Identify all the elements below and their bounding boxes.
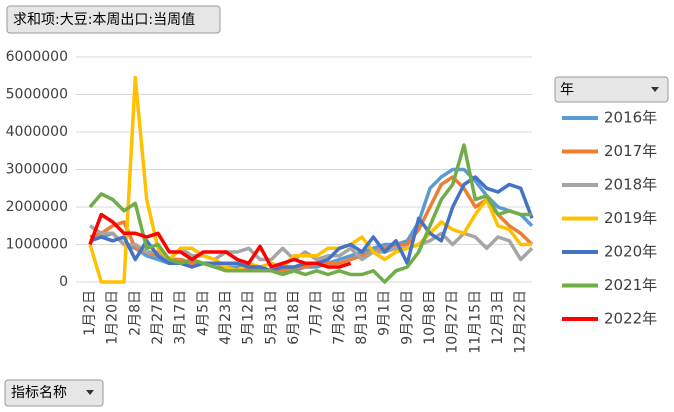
y-tick-label: 3000000	[6, 162, 68, 178]
x-tick-label: 10月27日	[445, 290, 461, 354]
y-tick-label: 0	[59, 274, 68, 290]
dropdown-arrow	[651, 87, 659, 92]
filter-button[interactable]	[6, 5, 221, 34]
filter-button-label: 求和项:大豆:本周出口:当周值	[13, 12, 195, 28]
x-tick-label: 4月5日	[195, 290, 211, 336]
axis-field-button[interactable]	[4, 379, 104, 407]
x-tick-label: 12月22日	[513, 290, 529, 354]
x-tick-label: 10月8日	[422, 290, 438, 345]
x-tick-label: 2月27日	[150, 290, 166, 345]
x-tick-label: 3月17日	[173, 290, 189, 345]
series-line	[88, 143, 532, 284]
y-tick-label: 2000000	[6, 199, 68, 215]
legend-label: 2017年	[604, 142, 657, 160]
x-tick-label: 12月3日	[490, 290, 506, 345]
x-tick-label: 1月20日	[105, 290, 121, 345]
x-tick-label: 1月2日	[82, 290, 98, 336]
y-tick-label: 1000000	[6, 237, 68, 253]
x-tick-label: 11月15日	[467, 290, 483, 354]
x-tick-label: 4月23日	[218, 290, 234, 345]
x-tick-label: 6月18日	[286, 290, 302, 345]
y-tick-label: 6000000	[6, 49, 68, 65]
x-tick-label: 5月12日	[241, 290, 257, 345]
x-tick-label: 8月13日	[354, 290, 370, 345]
legend-label: 2016年	[604, 109, 657, 127]
x-tick-label: 7月26日	[331, 290, 347, 345]
x-tick-label: 9月1日	[377, 290, 393, 336]
axis-button-label: 指标名称	[11, 385, 67, 401]
x-tick-label: 5月31日	[263, 290, 279, 345]
series-line	[88, 212, 352, 269]
x-tick-label: 2月8日	[127, 290, 143, 336]
legend-title: 年	[560, 82, 574, 98]
x-tick-label: 7月7日	[309, 290, 325, 336]
legend-label: 2018年	[604, 176, 657, 194]
dropdown-arrow	[86, 390, 94, 395]
legend-label: 2022年	[604, 310, 657, 328]
legend-label: 2020年	[604, 243, 657, 261]
x-tick-label: 9月20日	[399, 290, 415, 345]
y-tick-label: 4000000	[6, 124, 68, 140]
legend-label: 2019年	[604, 209, 657, 227]
y-tick-label: 5000000	[6, 87, 68, 103]
legend-field-button[interactable]	[554, 76, 669, 103]
legend-label: 2021年	[604, 276, 657, 294]
